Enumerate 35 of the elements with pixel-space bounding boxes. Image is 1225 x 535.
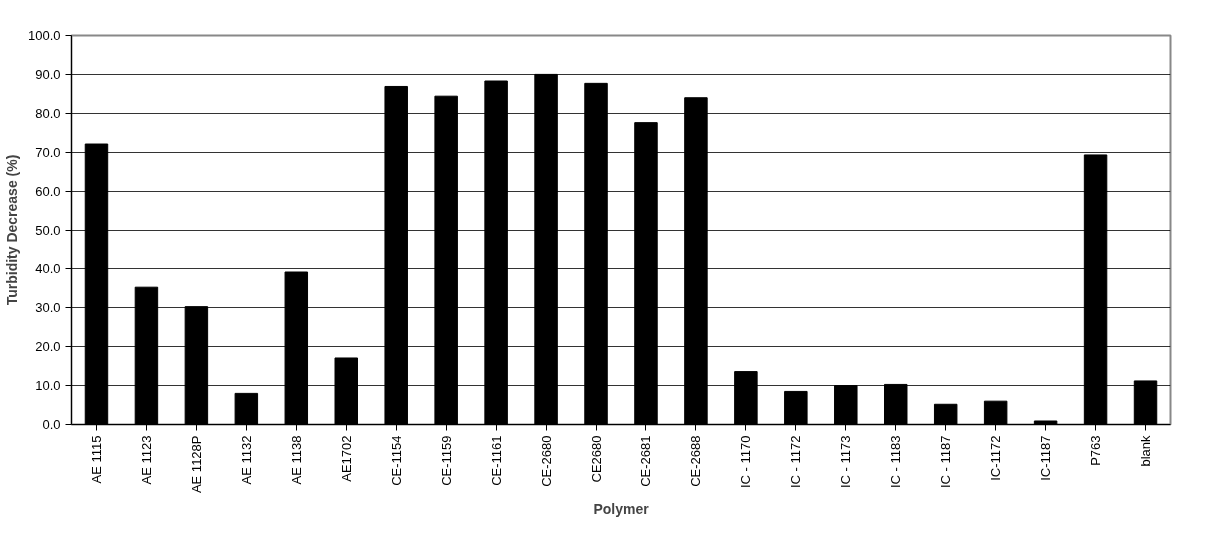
x-tick-label: CE-2681 [638,435,654,487]
x-tick-label: CE-1161 [488,435,504,486]
y-tick-label: 0.0 [42,417,61,432]
y-tick-label: 40.0 [35,261,61,277]
y-tick-label: 60.0 [35,183,61,199]
x-tick-label: IC - 1170 [738,435,754,489]
x-tick-label: AE1702 [338,435,354,482]
y-tick-label: 80.0 [35,105,61,121]
y-tick-label: 100.0 [27,28,61,43]
x-tick-label: CE-1159 [438,435,454,486]
y-axis-title: Turbidity Decrease (%) [3,154,20,306]
x-tick-label: CE-1154 [388,435,404,486]
x-tick-label: IC-1172 [988,435,1004,481]
x-tick-label: CE2680 [588,435,604,483]
x-tick-label: IC - 1173 [838,435,854,489]
x-tick-label: IC - 1187 [938,435,954,489]
y-tick-label: 10.0 [35,378,61,394]
x-tick-label: AE 1132 [238,435,254,485]
y-tick-label: 90.0 [35,66,61,82]
x-tick-label: IC - 1183 [888,435,904,489]
x-tick-label: AE 1138 [288,435,304,485]
y-tick-label: 50.0 [35,222,61,238]
x-tick-label: AE 1128P [188,435,204,494]
x-tick-label: blank [1138,435,1154,467]
x-tick-label: CE-2680 [538,435,554,487]
x-tick-label: CE-2688 [688,435,704,487]
y-tick-label: 30.0 [35,300,61,316]
x-tick-label: IC-1187 [1038,435,1054,481]
x-tick-label: AE 1115 [88,435,104,484]
x-axis-title: Polymer [593,501,650,518]
x-tick-label: IC - 1172 [788,435,804,489]
y-tick-label: 20.0 [35,339,61,355]
x-tick-label: P763 [1088,435,1104,466]
y-tick-label: 70.0 [35,144,61,160]
x-tick-label: AE 1123 [138,435,154,485]
